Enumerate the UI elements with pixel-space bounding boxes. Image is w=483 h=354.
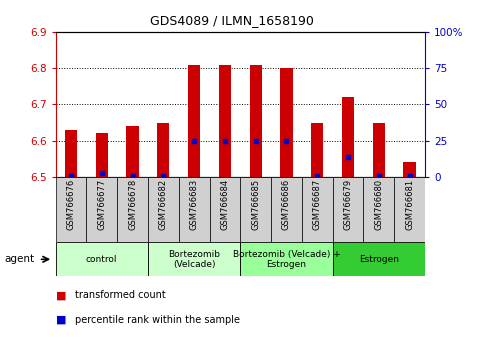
Text: GSM766682: GSM766682	[159, 179, 168, 230]
FancyBboxPatch shape	[56, 177, 86, 242]
FancyBboxPatch shape	[210, 177, 240, 242]
FancyBboxPatch shape	[179, 177, 210, 242]
FancyBboxPatch shape	[333, 242, 425, 276]
Text: GSM766679: GSM766679	[343, 179, 353, 230]
Bar	[219, 64, 231, 177]
FancyBboxPatch shape	[271, 177, 302, 242]
Bar	[311, 122, 324, 177]
FancyBboxPatch shape	[333, 177, 364, 242]
Text: Estrogen: Estrogen	[359, 255, 399, 264]
FancyBboxPatch shape	[240, 242, 333, 276]
Bar	[250, 64, 262, 177]
Bar	[342, 97, 354, 177]
FancyBboxPatch shape	[394, 177, 425, 242]
FancyBboxPatch shape	[86, 177, 117, 242]
Text: transformed count: transformed count	[75, 290, 166, 300]
Point	[128, 173, 136, 179]
Bar	[157, 122, 170, 177]
Text: GSM766684: GSM766684	[220, 179, 229, 230]
Point	[98, 171, 106, 176]
Text: GSM766681: GSM766681	[405, 179, 414, 230]
Point	[252, 138, 259, 144]
Text: Bortezomib
(Velcade): Bortezomib (Velcade)	[168, 250, 220, 269]
FancyBboxPatch shape	[148, 242, 240, 276]
Text: GSM766680: GSM766680	[374, 179, 384, 230]
Text: ■: ■	[56, 290, 66, 300]
FancyBboxPatch shape	[56, 242, 148, 276]
Point	[159, 173, 167, 179]
Text: GSM766685: GSM766685	[251, 179, 260, 230]
Text: GDS4089 / ILMN_1658190: GDS4089 / ILMN_1658190	[150, 14, 314, 27]
FancyBboxPatch shape	[240, 177, 271, 242]
Bar	[403, 162, 416, 177]
Text: Bortezomib (Velcade) +
Estrogen: Bortezomib (Velcade) + Estrogen	[233, 250, 341, 269]
FancyBboxPatch shape	[148, 177, 179, 242]
Point	[313, 173, 321, 179]
Bar	[280, 68, 293, 177]
Point	[283, 138, 290, 144]
Text: agent: agent	[5, 254, 35, 264]
Point	[344, 154, 352, 160]
Text: GSM766678: GSM766678	[128, 179, 137, 230]
Point	[67, 173, 75, 179]
Bar	[188, 64, 200, 177]
Text: ■: ■	[56, 315, 66, 325]
Text: control: control	[86, 255, 117, 264]
Bar	[96, 133, 108, 177]
Text: GSM766677: GSM766677	[97, 179, 106, 230]
Point	[406, 173, 413, 179]
Point	[190, 138, 198, 144]
Text: GSM766676: GSM766676	[67, 179, 75, 230]
FancyBboxPatch shape	[117, 177, 148, 242]
Text: GSM766683: GSM766683	[190, 179, 199, 230]
Text: GSM766686: GSM766686	[282, 179, 291, 230]
FancyBboxPatch shape	[364, 177, 394, 242]
Bar	[65, 130, 77, 177]
Bar	[127, 126, 139, 177]
Point	[375, 173, 383, 179]
Text: GSM766687: GSM766687	[313, 179, 322, 230]
FancyBboxPatch shape	[302, 177, 333, 242]
Bar	[373, 122, 385, 177]
Point	[221, 138, 229, 144]
Text: percentile rank within the sample: percentile rank within the sample	[75, 315, 240, 325]
